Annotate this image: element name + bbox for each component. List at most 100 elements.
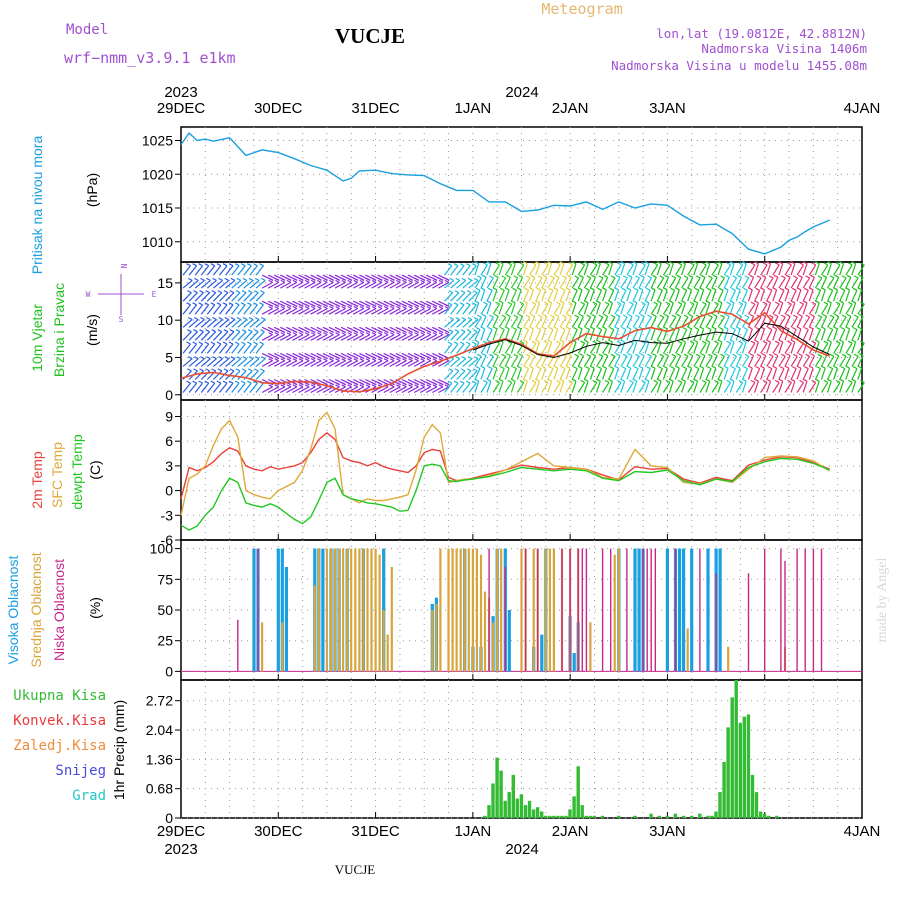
cloud-low-bar — [504, 567, 506, 672]
cloud-low-bar — [796, 548, 798, 672]
wind-barb — [681, 341, 686, 354]
wind-barb — [292, 307, 304, 315]
wind-barb-flag — [377, 279, 383, 283]
wind-barb — [857, 367, 863, 380]
wind-barb-flag — [744, 353, 750, 357]
wind-barb-flag — [426, 305, 431, 310]
precip-bar — [681, 815, 686, 818]
wind-barb-flag — [778, 261, 783, 265]
wind-barb-flag — [274, 358, 279, 362]
cloud-ylabel-3: Niska Oblacnost — [51, 559, 67, 661]
wind-barb-flag — [712, 274, 718, 278]
wind-barb — [522, 316, 531, 328]
cloud-mid-bar — [447, 548, 450, 672]
wind-barb — [839, 263, 845, 276]
wind-barb — [249, 265, 258, 276]
wind-barb-flag — [816, 326, 821, 331]
wind-barb — [808, 328, 814, 341]
wind-barb-flag — [444, 303, 450, 307]
wind-barb — [583, 302, 589, 315]
wind-barb — [826, 329, 834, 341]
wind-barb — [486, 329, 493, 341]
wind-barb-flag — [461, 316, 467, 321]
wind-barb-flag — [506, 313, 511, 317]
cloud-low-bar — [764, 548, 766, 672]
wind-barb — [626, 303, 634, 315]
wind-barb-flag — [817, 353, 823, 357]
wind-barb — [492, 355, 499, 367]
wind-barb — [778, 381, 784, 393]
wind-barb — [389, 281, 401, 289]
wind-barb — [808, 355, 815, 367]
wind-barb — [231, 319, 242, 328]
y-tick-label: 2.72 — [146, 693, 173, 709]
wind-barb — [340, 307, 352, 315]
wind-barb — [194, 331, 204, 341]
wind-barb-flag — [253, 380, 258, 384]
wind-barb — [632, 302, 638, 315]
wind-barb-flag — [487, 287, 493, 291]
wind-barb-flag — [311, 356, 316, 360]
wind-barb — [389, 307, 401, 315]
precip-bar — [718, 792, 722, 818]
wind-barb-flag — [335, 384, 340, 388]
wind-barb-flag — [347, 277, 353, 281]
precip-bar — [698, 813, 702, 818]
wind-barb-flag — [731, 326, 736, 331]
precip-bar — [487, 805, 491, 818]
wind-barb — [413, 307, 425, 315]
wind-barb — [547, 302, 553, 315]
wind-barb-flag — [518, 313, 523, 317]
wind-barb — [833, 316, 840, 328]
y-tick-label: 5 — [165, 349, 173, 365]
wind-barb — [839, 316, 847, 328]
wind-barb-flag — [495, 262, 500, 266]
wind-barb-flag — [359, 332, 365, 336]
wind-barb-flag — [335, 279, 340, 283]
wind-barb-flag — [335, 356, 341, 360]
wind-barb — [826, 277, 835, 289]
wind-barb — [711, 367, 717, 380]
wind-barb — [535, 341, 541, 354]
wind-barb — [371, 307, 383, 315]
wind-barb-flag — [247, 368, 253, 372]
wind-barb — [480, 328, 486, 341]
cloud-mid-bar — [370, 548, 373, 672]
wind-barb — [444, 382, 453, 393]
y-tick-label: -6 — [161, 532, 174, 548]
wind-barb-flag — [708, 314, 713, 318]
wind-barb-flag — [701, 301, 707, 305]
wind-barb-flag — [531, 262, 537, 266]
precip-bar — [734, 680, 738, 818]
wind-barb-flag — [420, 382, 426, 386]
wind-barb-flag — [186, 341, 191, 345]
wind-barb-flag — [371, 329, 377, 334]
wind-barb-flag — [212, 277, 217, 281]
wind-barb — [432, 281, 444, 289]
wind-barb-flag — [793, 314, 798, 318]
wind-barb-flag — [260, 316, 266, 321]
wind-secondary-line — [472, 322, 830, 359]
wind-barb — [206, 358, 217, 367]
wind-barb — [644, 341, 650, 354]
wind-barb — [395, 281, 407, 289]
wind-barb — [310, 281, 322, 289]
wind-barb-flag — [635, 275, 640, 279]
wind-barb-flag — [537, 275, 543, 279]
wind-barb-flag — [420, 329, 426, 334]
wind-barb-flag — [365, 356, 371, 360]
wind-barb — [255, 292, 265, 302]
wind-barb-flag — [647, 275, 652, 279]
wind-barb — [486, 302, 492, 315]
wind-barb — [857, 355, 864, 367]
wind-barb — [206, 319, 217, 328]
wind-barb-flag — [604, 262, 610, 266]
wind-barb — [200, 265, 210, 276]
wind-barb — [377, 360, 389, 367]
wind-barb — [535, 277, 543, 289]
wind-barb — [808, 316, 815, 328]
wind-barb — [796, 316, 803, 328]
wind-barb — [674, 303, 683, 315]
wind-barb-flag — [519, 340, 525, 344]
wind-barb — [480, 264, 488, 276]
